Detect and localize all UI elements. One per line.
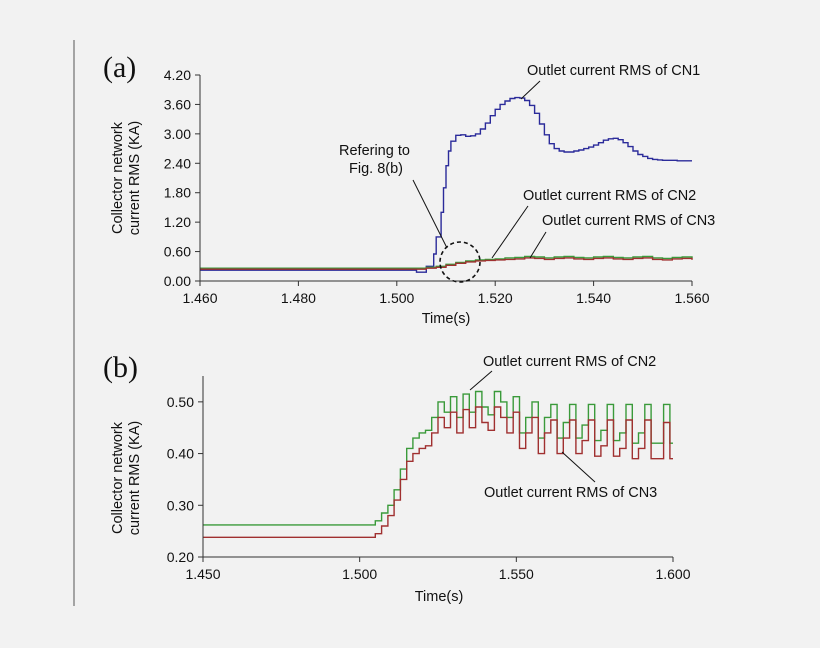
y-tick-label: 0.20 <box>167 549 194 565</box>
panel-a-y-title-line1: Collector network <box>110 121 126 234</box>
x-tick-label: 1.560 <box>674 290 709 306</box>
series-cn2-line <box>200 255 693 269</box>
y-tick-label: 0.40 <box>167 446 194 462</box>
panel-a-x-ticks: 1.460 1.480 1.500 1.520 1.540 1.560 <box>182 281 710 306</box>
x-tick-label: 1.450 <box>185 566 220 582</box>
annotation-cn2-a-leader <box>491 205 529 259</box>
panel-b-y-title-line1: Collector network <box>110 421 126 534</box>
x-tick-label: 1.540 <box>576 290 611 306</box>
annotation-cn2-b-leader <box>469 370 493 391</box>
y-tick-label: 2.40 <box>164 155 191 171</box>
panel-b-label: (b) <box>103 351 138 384</box>
panel-b-x-title: Time(s) <box>415 589 464 605</box>
y-tick-label: 0.00 <box>164 273 191 289</box>
panel-a-y-ticks: 0.00 0.60 1.20 1.80 2.40 3.00 3.60 4.20 <box>164 67 200 289</box>
y-tick-label: 0.30 <box>167 497 194 513</box>
annotation-cn1-leader <box>520 80 541 100</box>
annotation-cn3-b: Outlet current RMS of CN3 <box>484 485 657 501</box>
annotation-ref-leader <box>412 179 448 249</box>
annotation-cn3-b-leader <box>561 451 596 483</box>
panel-a-x-title: Time(s) <box>422 311 471 327</box>
y-tick-label: 1.80 <box>164 185 191 201</box>
annotation-cn1: Outlet current RMS of CN1 <box>527 63 700 79</box>
x-tick-label: 1.600 <box>655 566 690 582</box>
series-cn2-line <box>203 390 673 526</box>
annotation-cn2-b: Outlet current RMS of CN2 <box>483 354 656 370</box>
annotation-ref-line2: Fig. 8(b) <box>349 161 403 177</box>
annotation-cn3-a: Outlet current RMS of CN3 <box>542 213 715 229</box>
y-tick-label: 3.00 <box>164 126 191 142</box>
series-cn1-line <box>200 96 692 273</box>
x-tick-label: 1.460 <box>182 290 217 306</box>
x-tick-label: 1.550 <box>499 566 534 582</box>
panel-a: (a) 0.00 0.60 1.20 1.80 2.40 3.00 3.60 4.20 1.4… <box>103 51 715 327</box>
x-tick-label: 1.480 <box>281 290 316 306</box>
y-tick-label: 1.20 <box>164 214 191 230</box>
series-cn3-line <box>203 406 673 538</box>
y-tick-label: 3.60 <box>164 96 191 112</box>
series-cn3-line <box>200 257 693 270</box>
panel-b-series <box>203 390 673 538</box>
annotation-cn2-a: Outlet current RMS of CN2 <box>523 188 696 204</box>
y-tick-label: 0.50 <box>167 394 194 410</box>
y-tick-label: 4.20 <box>164 67 191 83</box>
x-tick-label: 1.500 <box>342 566 377 582</box>
y-tick-label: 0.60 <box>164 244 191 260</box>
annotation-cn3-a-leader <box>529 231 547 259</box>
panel-b-x-ticks: 1.450 1.500 1.550 1.600 <box>185 557 691 582</box>
x-tick-label: 1.520 <box>478 290 513 306</box>
panel-a-y-title-line2: current RMS (KA) <box>127 121 143 235</box>
panel-a-label: (a) <box>103 51 136 84</box>
panel-a-y-title: Collector network current RMS (KA) <box>110 121 143 235</box>
panel-b-y-ticks: 0.20 0.30 0.40 0.50 <box>167 394 203 565</box>
panel-b-y-title: Collector network current RMS (KA) <box>110 421 143 535</box>
x-tick-label: 1.500 <box>379 290 414 306</box>
panel-b: (b) 0.20 0.30 0.40 0.50 1.450 1.500 1.550 1.60… <box>103 351 691 605</box>
zoom-region-circle <box>439 241 481 283</box>
panel-b-y-title-line2: current RMS (KA) <box>127 421 143 535</box>
panel-a-series <box>200 96 693 273</box>
annotation-ref-line1: Refering to <box>339 143 410 159</box>
